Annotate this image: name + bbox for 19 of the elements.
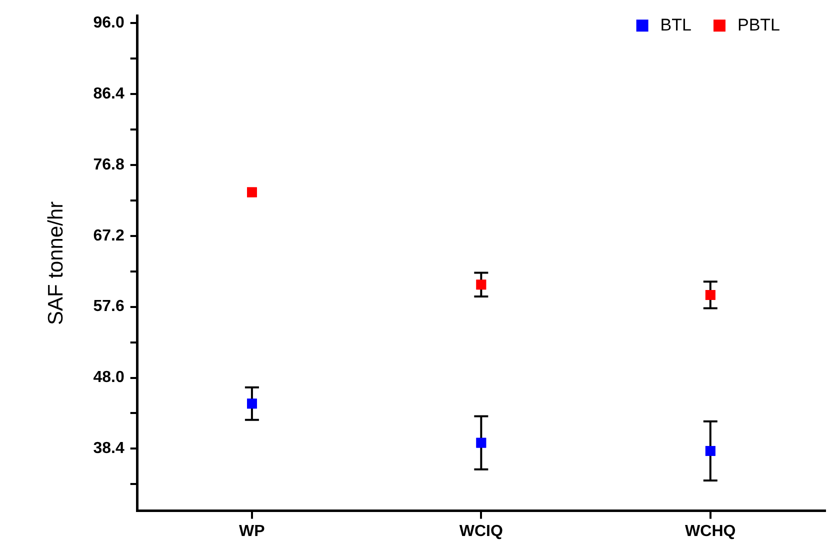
y-tick-label: 48.0: [93, 369, 124, 386]
legend-label: BTL: [660, 15, 692, 34]
legend-label: PBTL: [737, 15, 780, 34]
y-tick-label: 96.0: [93, 14, 124, 32]
y-tick-label: 38.4: [93, 440, 124, 458]
y-axis-title: SAF tonne/hr: [44, 201, 68, 326]
x-tick-label: WCHQ: [685, 522, 736, 540]
x-tick-label: WCIQ: [459, 522, 503, 540]
point: [247, 398, 257, 409]
y-tick-label: 86.4: [93, 85, 124, 102]
point: [705, 446, 716, 456]
point: [476, 438, 486, 448]
x-tick-label: WP: [239, 522, 266, 540]
point: [247, 187, 257, 198]
y-tick-label: 76.8: [93, 156, 124, 174]
point: [476, 280, 486, 290]
point: [705, 290, 716, 300]
y-tick-label: 67.2: [93, 227, 124, 244]
y-tick-label: 57.6: [93, 298, 124, 316]
